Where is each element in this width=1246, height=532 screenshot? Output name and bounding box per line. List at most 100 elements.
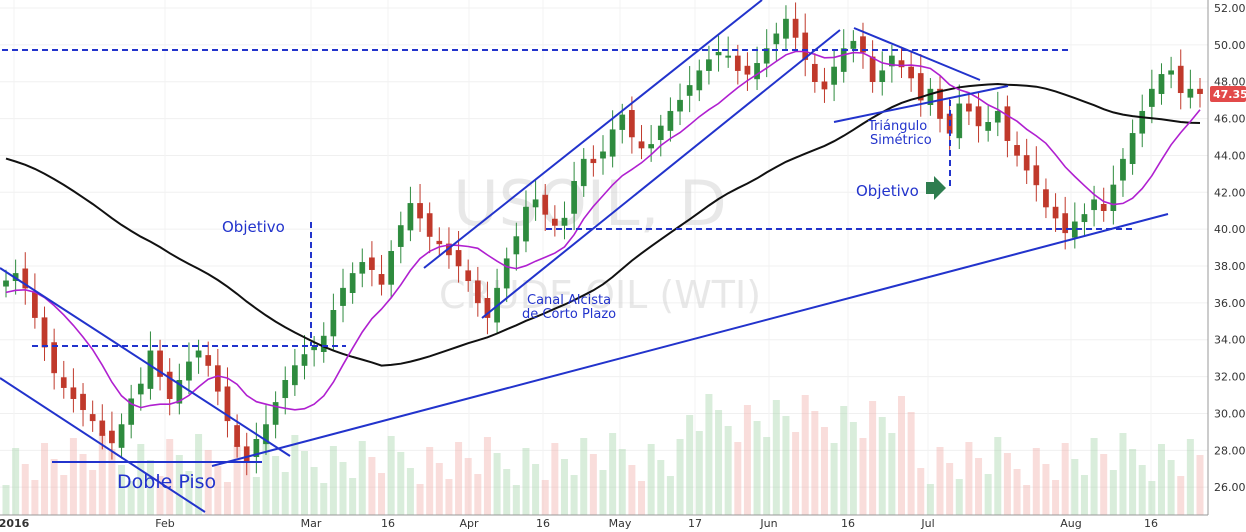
volume-bar [291, 435, 299, 515]
volume-bar [628, 465, 636, 515]
x-tick-label: 17 [688, 517, 702, 530]
x-axis-ticks: 2016 Feb Mar 16 Apr 16 May 17 Jun 16 Jul Aug 16 [0, 517, 1158, 530]
volume-bar [89, 470, 97, 515]
candle-body [744, 65, 751, 75]
candle-body [32, 292, 38, 318]
candle-body [985, 122, 992, 131]
volume-bar [898, 396, 905, 515]
volume-bar [1129, 449, 1137, 515]
volume-bar [811, 411, 819, 515]
volume-bar [840, 406, 848, 515]
candle-body [320, 335, 327, 352]
candle-body [638, 141, 645, 149]
candle-body [1100, 204, 1107, 211]
volume-bar [474, 474, 482, 515]
candle-body [648, 144, 654, 149]
volume-bar [1032, 448, 1040, 515]
candle-body [908, 66, 914, 79]
volume-bar [21, 464, 29, 515]
volume-bar [397, 452, 405, 515]
candle-body [898, 60, 905, 68]
y-tick-label: 48.00 [1214, 76, 1246, 89]
volume-bar [512, 485, 520, 515]
candle-body [1168, 70, 1174, 75]
candle-body [128, 398, 135, 425]
volume-bar [1003, 453, 1011, 515]
candle-body [571, 180, 577, 214]
volume-bar [1052, 480, 1060, 515]
volume-bar [676, 439, 684, 515]
volume-bar [98, 433, 106, 515]
candle-body [292, 365, 298, 386]
volume-bar [146, 460, 154, 515]
candle-body [754, 63, 760, 80]
volume-bar [907, 412, 915, 515]
volume-bar [926, 484, 934, 515]
candle-body [243, 446, 250, 462]
volume-bar [349, 478, 357, 515]
x-tick-label: Jul [920, 517, 934, 530]
x-tick-label: 2016 [0, 517, 30, 530]
y-tick-label: 26.00 [1214, 481, 1246, 494]
x-tick-label: Feb [155, 517, 174, 530]
candle-body [484, 298, 491, 318]
volume-bar [320, 483, 328, 515]
candle-body [966, 103, 972, 112]
candle-body [51, 342, 57, 374]
label-double-bottom: Doble Piso [117, 471, 216, 493]
volume-bars [2, 394, 1204, 515]
candle-body [282, 380, 289, 399]
volume-bar [12, 448, 20, 515]
volume-bar [233, 445, 241, 515]
candle-body [763, 48, 770, 64]
volume-bar [243, 461, 251, 515]
volume-bar [339, 462, 347, 515]
volume-bar [753, 421, 761, 515]
candle-body [214, 365, 221, 392]
volume-bar [406, 468, 414, 515]
volume-bar [560, 459, 568, 515]
trend-annotations [0, 0, 1169, 513]
candle-body [157, 350, 163, 377]
volume-bar [1042, 464, 1050, 515]
volume-bar [387, 436, 395, 515]
x-tick-label: Mar [301, 517, 322, 530]
label-channel-line1: Canal Alcista [527, 293, 611, 308]
volume-bar [570, 475, 578, 515]
volume-bar [195, 434, 203, 515]
volume-bar [310, 467, 318, 515]
x-tick-label: 16 [381, 517, 395, 530]
volume-bar [917, 468, 925, 515]
y-tick-label: 46.00 [1214, 113, 1246, 126]
candle-body [667, 110, 674, 131]
long-term-uptrend [211, 213, 1169, 467]
candle-body [89, 414, 96, 422]
volume-bar [127, 481, 135, 515]
candle-body [503, 258, 510, 289]
candle-body [1177, 65, 1184, 94]
candle-body [340, 287, 346, 306]
volume-bar [984, 474, 992, 515]
triangle-lower [833, 85, 1009, 123]
candle-body [1149, 88, 1155, 107]
candle-body [600, 151, 606, 159]
candle-body [1023, 155, 1030, 171]
volume-bar [647, 444, 655, 515]
x-tick-label: Jun [759, 517, 777, 530]
candle-body [561, 217, 568, 226]
candle-body [1120, 158, 1126, 181]
bull-channel-lower [481, 29, 841, 319]
volume-bar [763, 437, 771, 515]
volume-bar [137, 444, 145, 515]
y-tick-label: 30.00 [1214, 407, 1246, 420]
candle-body [1033, 165, 1040, 186]
candle-body [80, 393, 86, 411]
volume-bar [41, 443, 49, 515]
candle-body [802, 32, 809, 60]
candle-body [889, 55, 895, 67]
volume-bar [1071, 459, 1079, 515]
volume-bar [175, 455, 183, 515]
volume-bar [464, 458, 472, 515]
candle-body [937, 88, 943, 119]
candle-body [1139, 110, 1146, 134]
